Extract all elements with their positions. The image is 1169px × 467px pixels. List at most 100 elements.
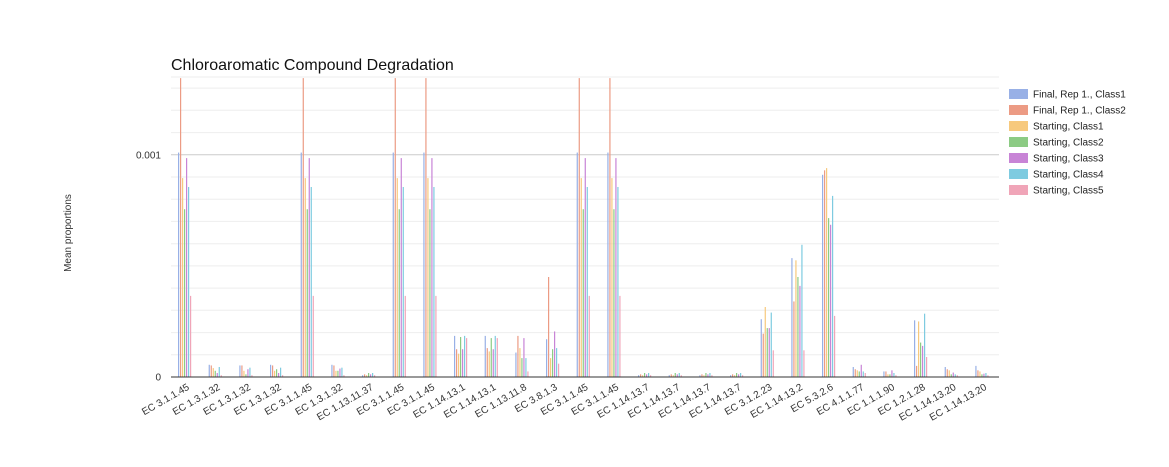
bar: [208, 364, 210, 377]
bar: [977, 370, 979, 377]
bar: [429, 209, 431, 377]
bar: [282, 375, 284, 377]
bar: [245, 374, 247, 377]
bar: [364, 374, 366, 377]
bar: [650, 375, 652, 377]
bar: [860, 364, 862, 377]
bar: [736, 373, 738, 377]
bar: [952, 372, 954, 377]
bar: [644, 373, 646, 377]
bar: [556, 348, 558, 377]
bar: [366, 375, 368, 377]
legend-label: Final, Rep 1., Class2: [1033, 106, 1126, 117]
bar: [956, 375, 958, 377]
bar: [454, 335, 456, 377]
bar: [950, 374, 952, 377]
bar: [609, 78, 611, 378]
legend-swatch: [1009, 185, 1028, 195]
bar: [734, 375, 736, 377]
bar: [374, 375, 376, 377]
bar: [799, 285, 801, 377]
bar: [711, 375, 713, 377]
bar: [619, 295, 621, 377]
bar: [466, 338, 468, 377]
bar: [762, 333, 764, 377]
bar: [670, 374, 672, 377]
bar: [337, 370, 339, 377]
bar: [948, 370, 950, 377]
bar: [368, 373, 370, 377]
bar: [607, 152, 609, 377]
axis-layer: Chloroaromatic Compound Degradation Mean…: [63, 57, 999, 384]
bar: [772, 350, 774, 377]
bar: [394, 78, 396, 378]
bar: [398, 209, 400, 377]
bar: [435, 295, 437, 377]
bar: [492, 349, 494, 377]
bar: [247, 369, 249, 377]
bar: [981, 374, 983, 377]
bar: [922, 345, 924, 377]
bar: [985, 373, 987, 377]
y-tick-label: 0: [155, 373, 161, 384]
bar: [926, 357, 928, 377]
bar: [548, 277, 550, 377]
bar: [523, 338, 525, 377]
legend-swatch: [1009, 137, 1028, 147]
bar: [889, 374, 891, 377]
legend: Final, Rep 1., Class1 Final, Rep 1., Clas…: [1009, 89, 1126, 197]
bar: [527, 371, 529, 377]
bar: [496, 338, 498, 377]
bar: [423, 152, 425, 377]
bar: [300, 152, 302, 377]
bar: [243, 370, 245, 377]
bar: [832, 195, 834, 377]
bar: [431, 158, 433, 377]
bar: [740, 373, 742, 377]
legend-item: Final, Rep 1., Class1: [1009, 89, 1126, 101]
bar: [270, 364, 272, 377]
bar: [582, 209, 584, 377]
legend-item: Starting, Class1: [1009, 121, 1104, 133]
bar: [212, 368, 214, 377]
bar: [521, 358, 523, 377]
bar: [178, 152, 180, 377]
bar: [983, 373, 985, 377]
bar: [218, 367, 220, 377]
bar: [310, 187, 312, 377]
bar: [484, 335, 486, 377]
bar: [766, 328, 768, 377]
bar: [674, 373, 676, 377]
bar: [456, 349, 458, 377]
legend-item: Starting, Class2: [1009, 137, 1104, 149]
bar: [306, 209, 308, 377]
bar: [402, 187, 404, 377]
bar: [834, 315, 836, 377]
bar: [210, 365, 212, 377]
bar: [341, 367, 343, 377]
bar: [362, 375, 364, 377]
legend-label: Starting, Class3: [1033, 154, 1104, 165]
bar: [979, 371, 981, 377]
y-axis-label: Mean proportions: [63, 194, 74, 272]
bar: [239, 365, 241, 377]
bar: [707, 374, 709, 377]
bar: [280, 367, 282, 377]
bar: [615, 158, 617, 377]
bar: [975, 365, 977, 377]
bar: [186, 158, 188, 377]
bar: [887, 374, 889, 377]
chart-title: Chloroaromatic Compound Degradation: [171, 57, 454, 74]
bar: [611, 178, 613, 377]
bar: [764, 307, 766, 377]
bar: [188, 187, 190, 377]
bar: [924, 313, 926, 377]
legend-swatch: [1009, 169, 1028, 179]
bar: [709, 373, 711, 377]
bar: [803, 350, 805, 377]
legend-swatch: [1009, 89, 1028, 99]
bar: [760, 319, 762, 377]
bar: [184, 209, 186, 377]
bar: [856, 370, 858, 377]
